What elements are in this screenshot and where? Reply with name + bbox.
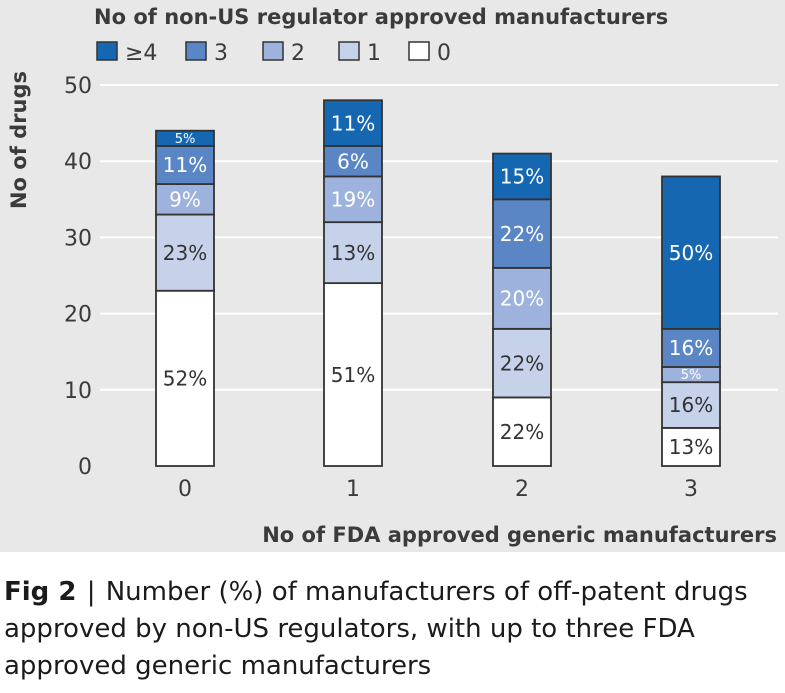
legend-label: 3 — [214, 41, 228, 66]
data-label: 22% — [500, 420, 544, 444]
legend-label: ≥4 — [125, 41, 157, 66]
x-tick-label: 3 — [684, 477, 698, 502]
data-label: 9% — [169, 188, 201, 212]
data-label: 51% — [331, 363, 375, 387]
y-tick-label: 0 — [78, 455, 92, 480]
legend-swatch — [185, 41, 207, 61]
bar-segment — [661, 381, 721, 429]
bar-segment — [492, 266, 552, 330]
x-tick-label: 1 — [346, 477, 360, 502]
caption-text: Number (%) of manufacturers of off-paten… — [4, 577, 748, 681]
bar-segment — [492, 396, 552, 467]
data-label: 23% — [163, 241, 207, 265]
y-tick-label: 30 — [64, 226, 92, 251]
bar-segment — [661, 175, 721, 330]
caption-separator: | — [86, 577, 96, 607]
data-label: 11% — [331, 111, 375, 135]
legend-title: No of non-US regulator approved manufact… — [94, 5, 668, 29]
stacked-bar-chart: 52% 23% 9% 11% 5% 51% 13% 19% 6% 11% 22% 22% 20% 22% 1… — [7, 5, 778, 547]
data-label: 16% — [669, 336, 713, 360]
legend-label: 1 — [367, 41, 381, 66]
figure-caption: Fig 2 | Number (%) of manufacturers of o… — [4, 574, 779, 685]
bar-segment — [492, 152, 552, 201]
bar-segment — [492, 327, 552, 399]
bar-segment — [155, 213, 215, 292]
data-label: 5% — [175, 132, 196, 147]
axis-ticks: 0 10 20 30 40 50 0 1 2 3 — [64, 74, 698, 502]
bars: 52% 23% 9% 11% 5% 51% 13% 19% 6% 11% 22% 22% 20% 22% 1… — [155, 99, 721, 467]
plot-panel — [0, 0, 785, 552]
legend-swatch — [96, 41, 118, 61]
data-label: 16% — [669, 393, 713, 417]
data-label: 15% — [500, 165, 544, 189]
data-label: 11% — [163, 153, 207, 177]
bar-segment — [661, 327, 721, 368]
x-tick-label: 2 — [515, 477, 529, 502]
legend-label: 2 — [291, 41, 305, 66]
data-label: 52% — [163, 367, 207, 391]
figure-label: Fig 2 — [4, 577, 77, 607]
x-tick-label: 0 — [178, 477, 192, 502]
data-label: 22% — [500, 351, 544, 375]
y-axis-title: No of drugs — [7, 71, 31, 209]
data-label: 20% — [500, 287, 544, 311]
y-tick-label: 50 — [64, 74, 92, 99]
legend: ≥4 3 2 1 0 — [96, 41, 451, 66]
bar-segment — [155, 289, 215, 467]
legend-swatch — [338, 41, 360, 61]
data-label: 22% — [500, 222, 544, 246]
bar-segment — [323, 99, 383, 147]
data-label: 50% — [669, 241, 713, 265]
y-tick-label: 10 — [64, 379, 92, 404]
bar-segment — [155, 183, 215, 216]
bar-segment — [661, 426, 721, 467]
data-label: 19% — [331, 188, 375, 212]
bar-segment — [323, 282, 383, 467]
bar-segment — [492, 198, 552, 269]
legend-swatch — [262, 41, 284, 61]
data-label: 6% — [337, 149, 369, 173]
y-tick-label: 20 — [64, 303, 92, 328]
legend-label: 0 — [437, 41, 451, 66]
data-label: 13% — [331, 241, 375, 265]
x-axis-title: No of FDA approved generic manufacturers — [262, 523, 777, 547]
bar-segment — [155, 129, 215, 147]
data-label: 5% — [681, 368, 702, 383]
y-tick-label: 40 — [64, 150, 92, 175]
legend-swatch — [408, 41, 430, 61]
data-label: 13% — [669, 435, 713, 459]
